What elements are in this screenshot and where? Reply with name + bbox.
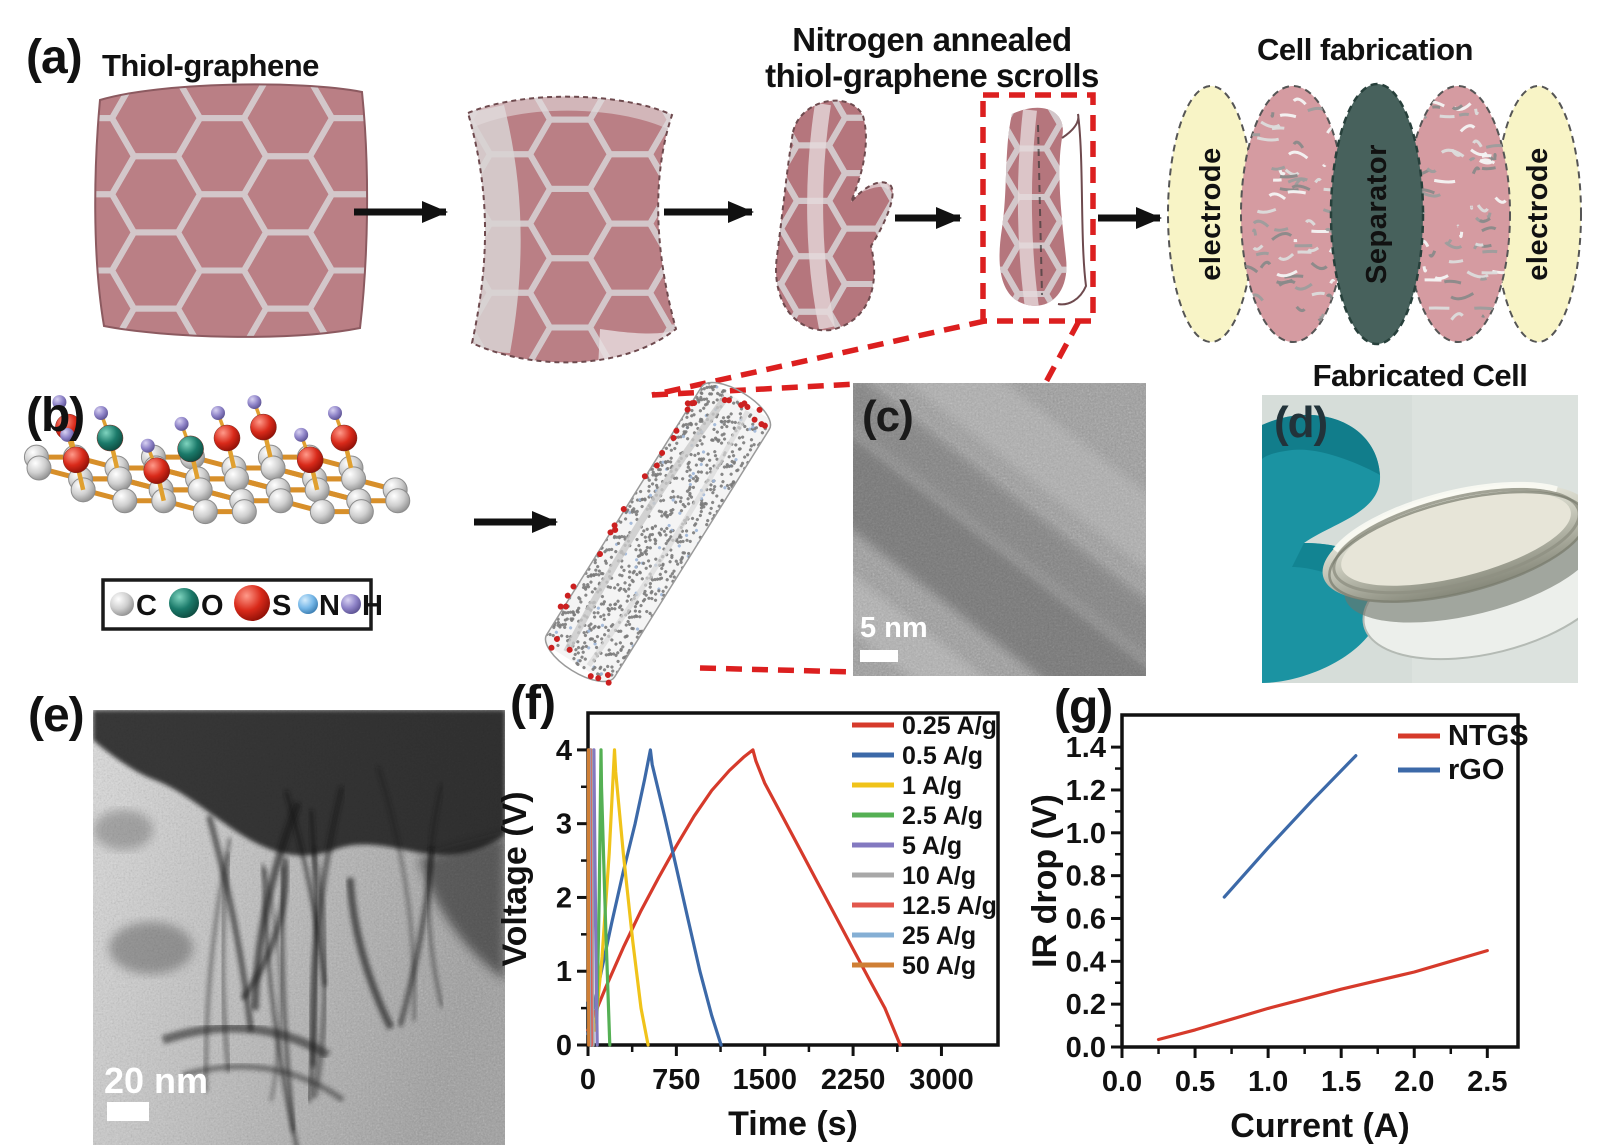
svg-text:0.4: 0.4 bbox=[1066, 946, 1106, 978]
atom-legend: C O S N H bbox=[101, 578, 383, 631]
svg-text:0.0: 0.0 bbox=[1102, 1066, 1142, 1098]
svg-text:2.5 A/g: 2.5 A/g bbox=[902, 802, 983, 830]
electrode-label-left: electrode bbox=[1195, 147, 1227, 281]
electrode-disc-right bbox=[1494, 85, 1582, 343]
active-material-disc-2 bbox=[1405, 85, 1511, 343]
svg-text:Time (s): Time (s) bbox=[728, 1105, 858, 1143]
svg-text:Voltage (V): Voltage (V) bbox=[500, 791, 534, 966]
cell-stack bbox=[1167, 82, 1582, 346]
svg-text:NTGS: NTGS bbox=[1448, 720, 1529, 752]
svg-text:0.6: 0.6 bbox=[1066, 903, 1106, 935]
panel-label-f: (f) bbox=[510, 677, 556, 730]
svg-text:3000: 3000 bbox=[909, 1064, 974, 1096]
panel-label-e: (e) bbox=[28, 689, 85, 742]
zoom-callout-box bbox=[980, 92, 1096, 324]
svg-text:1.4: 1.4 bbox=[1066, 732, 1106, 764]
graphene-sheet-curling bbox=[466, 95, 678, 364]
title-line-2: thiol-graphene scrolls bbox=[765, 57, 1099, 94]
svg-text:2: 2 bbox=[556, 882, 572, 914]
molecule-model bbox=[23, 395, 411, 525]
zoom-callout bbox=[651, 92, 1096, 675]
separator-label: Separator bbox=[1361, 144, 1393, 284]
title-fabricated-cell: Fabricated Cell bbox=[1312, 358, 1528, 393]
sulfur-atom-icon bbox=[234, 585, 270, 621]
title-thiol-graphene: Thiol-graphene bbox=[102, 48, 319, 83]
svg-text:2250: 2250 bbox=[821, 1064, 886, 1096]
panel-label-d: (d) bbox=[1274, 398, 1328, 447]
svg-text:1.0: 1.0 bbox=[1248, 1066, 1288, 1098]
panel-label-a: (a) bbox=[26, 31, 83, 84]
atom-symbol-s: S bbox=[272, 590, 291, 622]
svg-text:0: 0 bbox=[580, 1064, 596, 1096]
svg-text:0.25 A/g: 0.25 A/g bbox=[902, 712, 997, 740]
svg-text:IR drop (V): IR drop (V) bbox=[1030, 794, 1064, 968]
svg-text:5 A/g: 5 A/g bbox=[902, 832, 962, 860]
svg-text:50 A/g: 50 A/g bbox=[902, 952, 976, 980]
chart-ir-drop-current: 0.0 0.5 1.0 1.5 2.0 2.5 0.0 0.2 0.4 0.6 0.8 1.0 1.2 1… bbox=[1030, 713, 1529, 1145]
scroll-atomic-model bbox=[537, 376, 779, 688]
coin-cell bbox=[1322, 481, 1578, 661]
svg-text:2.0: 2.0 bbox=[1394, 1066, 1434, 1098]
svg-text:1.2: 1.2 bbox=[1066, 775, 1106, 807]
svg-text:2.5: 2.5 bbox=[1467, 1066, 1507, 1098]
svg-text:1500: 1500 bbox=[732, 1064, 797, 1096]
atom-symbol-c: C bbox=[136, 590, 157, 622]
svg-text:rGO: rGO bbox=[1448, 754, 1504, 786]
svg-text:25 A/g: 25 A/g bbox=[902, 922, 976, 950]
svg-text:1: 1 bbox=[556, 956, 572, 988]
graphene-sheet-flat bbox=[94, 83, 369, 338]
svg-text:0.8: 0.8 bbox=[1066, 861, 1106, 893]
svg-text:0.0: 0.0 bbox=[1066, 1032, 1106, 1064]
svg-text:0.5: 0.5 bbox=[1175, 1066, 1215, 1098]
hydrogen-atom-icon bbox=[341, 594, 361, 614]
chart-voltage-time: 0 750 1500 2250 3000 0 1 2 3 4 Time (s) Voltage (V)… bbox=[500, 711, 1000, 1143]
svg-text:4: 4 bbox=[556, 735, 572, 767]
scale-bar-c bbox=[860, 650, 898, 662]
tem-image-c bbox=[853, 383, 1146, 676]
scale-bar-label-c: 5 nm bbox=[860, 612, 928, 644]
electrode-label-right: electrode bbox=[1522, 147, 1554, 281]
title-line-1: Nitrogen annealed bbox=[792, 21, 1072, 58]
title-nitrogen-annealed: Nitrogen annealed thiol-graphene scrolls bbox=[748, 22, 1116, 94]
svg-text:Current (A): Current (A) bbox=[1230, 1107, 1409, 1145]
svg-text:3: 3 bbox=[556, 809, 572, 841]
svg-text:10 A/g: 10 A/g bbox=[902, 862, 976, 890]
svg-text:750: 750 bbox=[652, 1064, 700, 1096]
separator-disc bbox=[1329, 82, 1425, 346]
panel-label-g: (g) bbox=[1054, 681, 1113, 734]
svg-text:0.2: 0.2 bbox=[1066, 989, 1106, 1021]
title-cell-fabrication: Cell fabrication bbox=[1257, 32, 1473, 67]
svg-text:1.0: 1.0 bbox=[1066, 818, 1106, 850]
atom-symbol-h: H bbox=[362, 590, 383, 622]
svg-text:0.5 A/g: 0.5 A/g bbox=[902, 742, 983, 770]
oxygen-atom-icon bbox=[169, 588, 199, 618]
svg-text:0: 0 bbox=[556, 1030, 572, 1062]
cell-photo bbox=[1262, 395, 1578, 683]
panel-label-c: (c) bbox=[862, 392, 914, 441]
atom-symbol-o: O bbox=[201, 590, 224, 622]
scale-bar-e bbox=[107, 1102, 149, 1121]
svg-text:1.5: 1.5 bbox=[1321, 1066, 1361, 1098]
nitrogen-atom-icon bbox=[298, 594, 318, 614]
graphene-scroll-boxed bbox=[999, 107, 1088, 306]
svg-text:1 A/g: 1 A/g bbox=[902, 772, 962, 800]
panel-label-b: (b) bbox=[26, 389, 85, 442]
tem-image-e bbox=[93, 710, 505, 1145]
svg-text:12.5 A/g: 12.5 A/g bbox=[902, 892, 997, 920]
atom-symbol-n: N bbox=[319, 590, 340, 622]
scale-bar-label-e: 20 nm bbox=[104, 1060, 209, 1101]
carbon-atom-icon bbox=[110, 592, 134, 616]
